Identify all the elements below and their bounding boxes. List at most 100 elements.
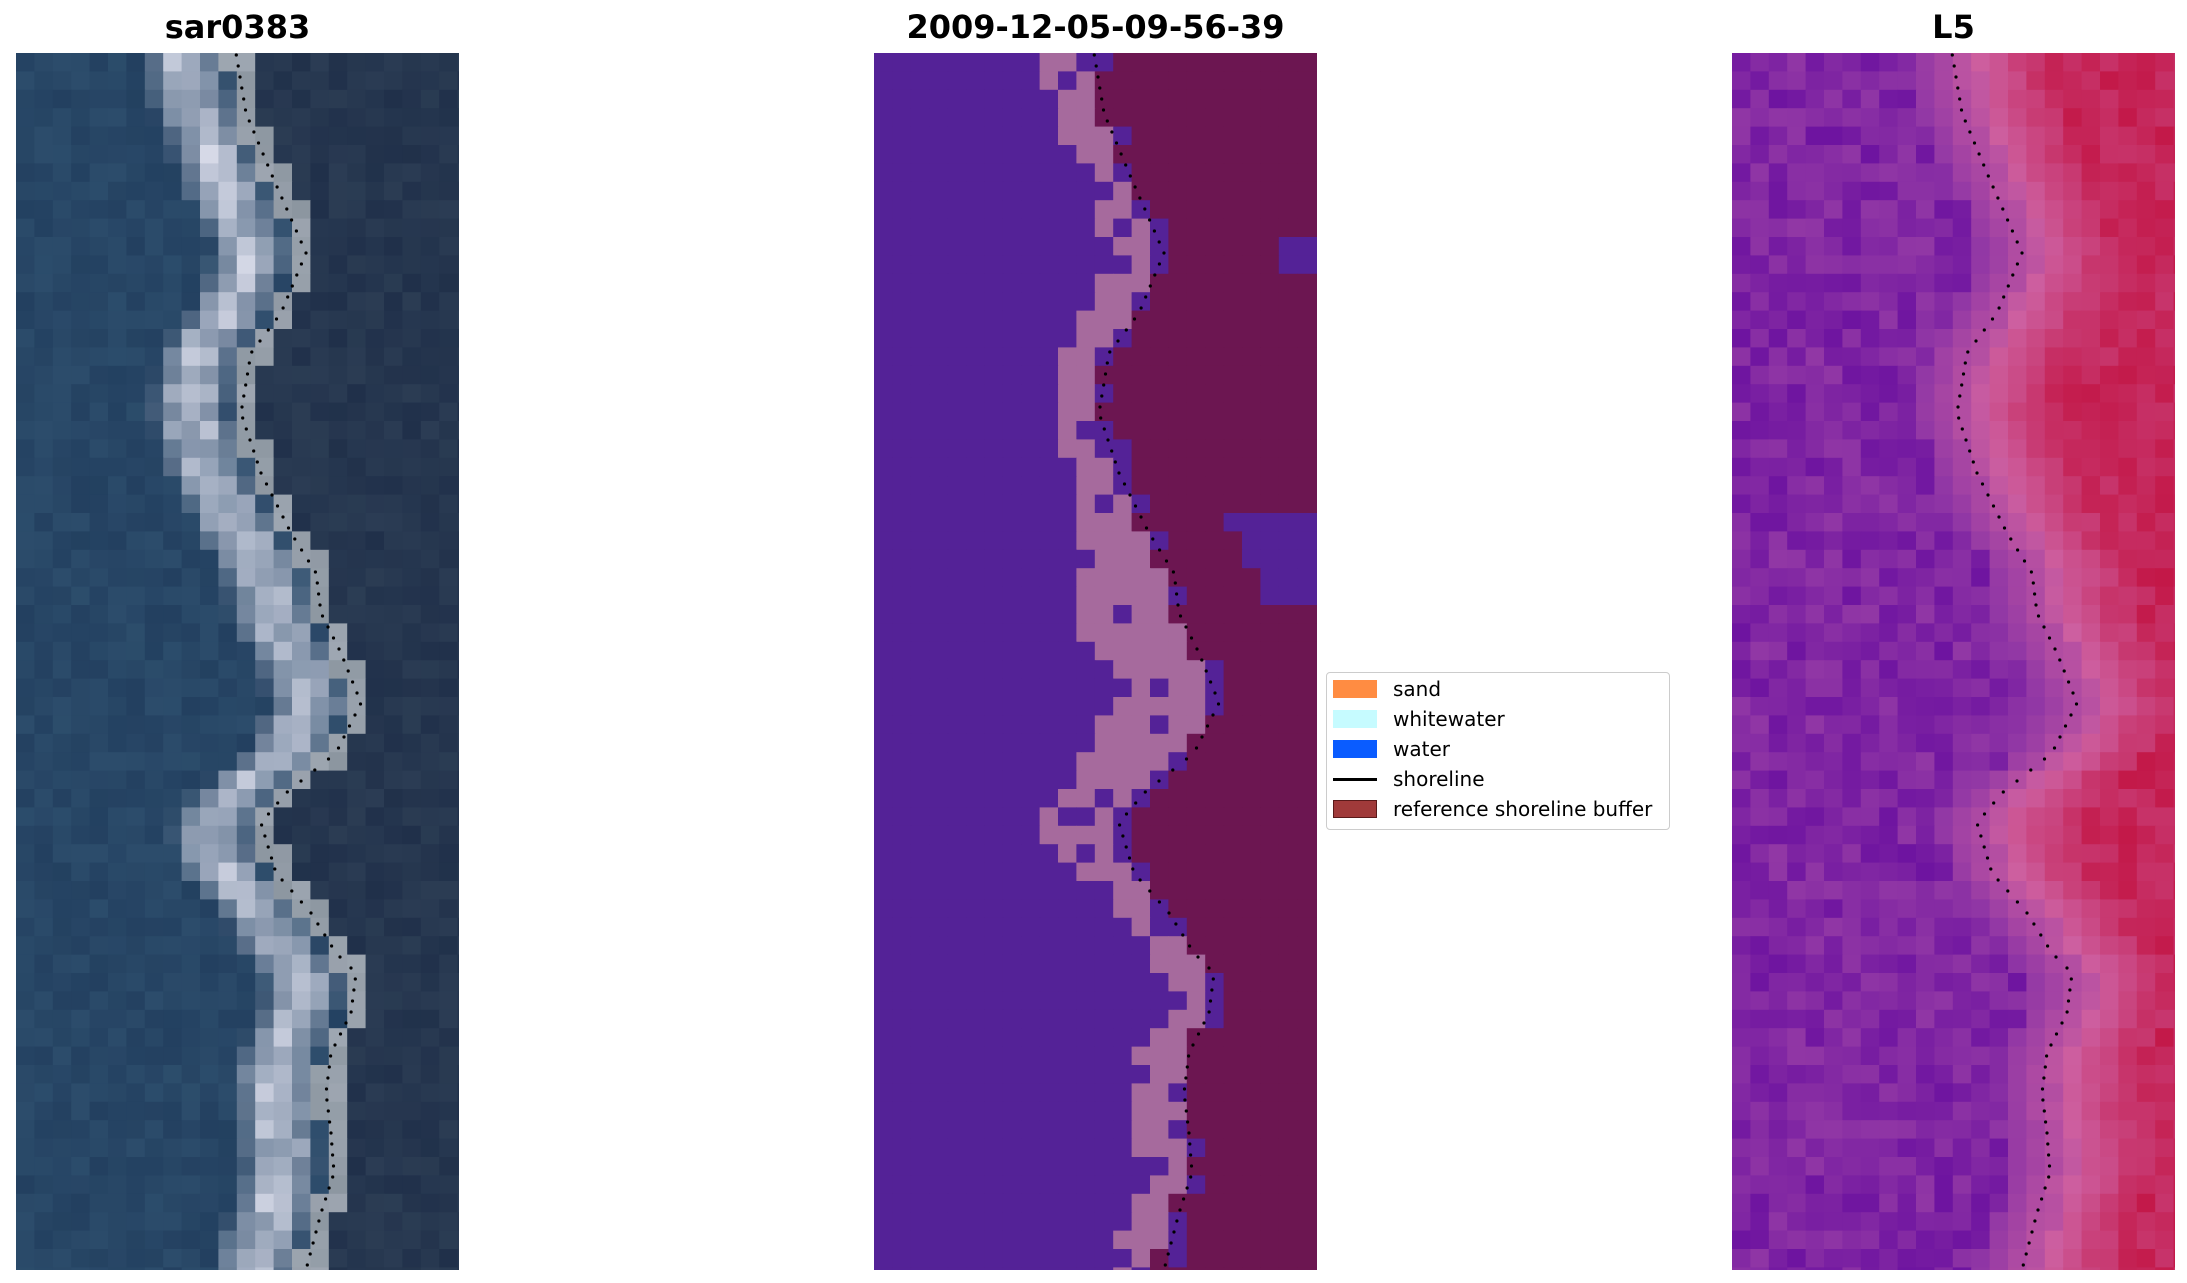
class-pixel [892, 439, 912, 459]
class-pixel [1242, 549, 1261, 569]
index-pixel [1989, 402, 2009, 422]
class-pixel [1297, 181, 1317, 201]
index-pixel [2155, 255, 2175, 275]
index-pixel [2173, 641, 2175, 661]
index-pixel [1842, 218, 1862, 238]
image-pixel [163, 844, 183, 864]
class-pixel [1150, 697, 1169, 716]
class-pixel [1094, 733, 1114, 753]
image-pixel [126, 862, 146, 882]
class-pixel [947, 347, 967, 367]
class-pixel [1260, 678, 1280, 698]
index-pixel [2044, 200, 2064, 220]
shoreline-point [1187, 1054, 1191, 1058]
class-pixel [1260, 752, 1280, 772]
image-pixel [89, 770, 109, 790]
index-pixel [1787, 1083, 1807, 1103]
image-pixel [16, 807, 35, 827]
class-pixel [892, 844, 912, 864]
image-pixel [144, 641, 164, 661]
index-pixel [2155, 991, 2175, 1011]
index-pixel [1732, 862, 1751, 882]
class-pixel [1297, 733, 1317, 753]
class-pixel [1297, 1120, 1317, 1140]
class-pixel [1021, 126, 1041, 146]
class-pixel [929, 1028, 949, 1048]
image-pixel [200, 1046, 219, 1066]
image-pixel [126, 770, 146, 790]
class-pixel [874, 126, 893, 146]
class-pixel [1242, 1138, 1261, 1158]
shoreline-point [1127, 856, 1132, 860]
class-pixel [1315, 421, 1317, 440]
class-pixel [1094, 752, 1114, 772]
image-pixel [310, 145, 330, 164]
index-pixel [2044, 89, 2064, 109]
image-pixel [328, 476, 348, 496]
index-pixel [1916, 476, 1935, 496]
index-pixel [2026, 770, 2046, 790]
class-pixel [1278, 384, 1298, 404]
class-pixel [1039, 660, 1059, 680]
shoreline-point [1173, 581, 1177, 585]
index-pixel [1952, 1028, 1972, 1048]
image-pixel [163, 163, 183, 183]
class-pixel [1168, 549, 1188, 569]
image-pixel [144, 549, 164, 569]
class-pixel [1223, 53, 1243, 72]
index-pixel [2118, 1009, 2138, 1029]
class-pixel [1260, 163, 1280, 183]
image-pixel [34, 715, 54, 735]
image-pixel [420, 660, 440, 680]
class-pixel [947, 255, 967, 275]
image-pixel [236, 292, 256, 312]
class-pixel [1205, 660, 1225, 680]
class-pixel [1242, 715, 1261, 735]
index-pixel [1934, 126, 1954, 146]
index-pixel [2081, 329, 2101, 348]
class-pixel [910, 494, 930, 514]
image-pixel [163, 862, 183, 882]
index-pixel [1934, 568, 1954, 588]
class-pixel [1113, 752, 1133, 772]
image-pixel [163, 53, 183, 72]
index-pixel [2081, 421, 2101, 440]
index-pixel [1971, 697, 1991, 716]
index-pixel [1768, 1083, 1788, 1103]
image-pixel [292, 1175, 311, 1195]
class-pixel [1002, 641, 1022, 661]
class-pixel [1039, 733, 1059, 753]
index-pixel [1750, 605, 1770, 624]
image-pixel [292, 1138, 311, 1158]
index-pixel [1916, 53, 1935, 72]
class-pixel [1297, 53, 1317, 72]
image-pixel [310, 678, 330, 698]
image-pixel [71, 145, 91, 164]
class-pixel [1002, 181, 1022, 201]
index-pixel [2026, 218, 2046, 238]
index-pixel [2026, 917, 2046, 937]
image-pixel [402, 513, 422, 532]
image-pixel [181, 641, 201, 661]
index-pixel [1916, 862, 1935, 882]
class-pixel [892, 936, 912, 956]
image-pixel [236, 862, 256, 882]
class-pixel [1094, 586, 1114, 606]
image-pixel [89, 384, 109, 404]
class-pixel [1131, 439, 1151, 459]
shoreline-point [260, 823, 264, 827]
image-pixel [200, 770, 219, 790]
index-pixel [1732, 881, 1751, 900]
image-pixel [457, 108, 459, 128]
image-pixel [420, 457, 440, 477]
shoreline-point [1181, 933, 1185, 937]
image-pixel [439, 218, 459, 238]
class-pixel [910, 108, 930, 128]
class-pixel [1223, 89, 1243, 109]
image-pixel [292, 513, 311, 532]
class-pixel [1021, 973, 1041, 992]
class-pixel [910, 678, 930, 698]
shoreline-point [299, 779, 303, 783]
image-pixel [108, 641, 127, 661]
index-pixel [1842, 954, 1862, 974]
